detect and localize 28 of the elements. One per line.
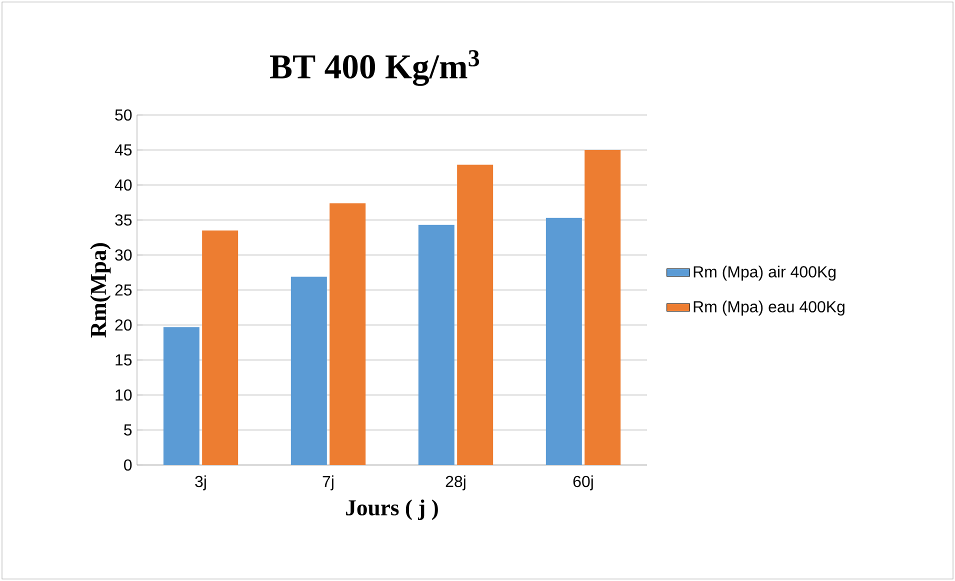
bar [584,150,621,465]
y-tick-label: 10 [116,389,132,401]
y-tick-label: 45 [114,144,132,156]
legend-label: Rm (Mpa) air 400Kg [694,266,836,281]
y-tick-label: 20 [115,319,132,331]
bar [330,203,366,465]
bar [163,327,200,465]
y-tick-label: 15 [116,354,132,366]
y-tick-label: 30 [115,249,132,261]
y-tick-label: 25 [115,284,132,296]
y-tick-label: 35 [115,214,132,226]
y-tick-label: 40 [114,179,132,191]
bar [202,230,238,465]
bar [418,224,454,465]
chart-title: BT 400 Kg/m$^{3}$ [270,50,480,86]
x-tick-label: 60j [573,475,593,490]
x-axis-title: Jours ( j ) [346,499,438,520]
y-tick-label: 5 [124,424,132,436]
x-tick-label: 28j [446,475,466,490]
bar [457,164,494,465]
y-tick-label: 0 [124,459,132,471]
bar [546,218,582,465]
legend-label: Rm (Mpa) eau 400Kg [694,300,844,316]
bar [290,276,327,465]
y-tick-label: 50 [115,109,132,121]
x-tick-label: 3j [195,475,206,490]
x-tick-label: 7j [322,475,334,490]
y-axis-title: Rm(Mpa) [90,243,111,338]
